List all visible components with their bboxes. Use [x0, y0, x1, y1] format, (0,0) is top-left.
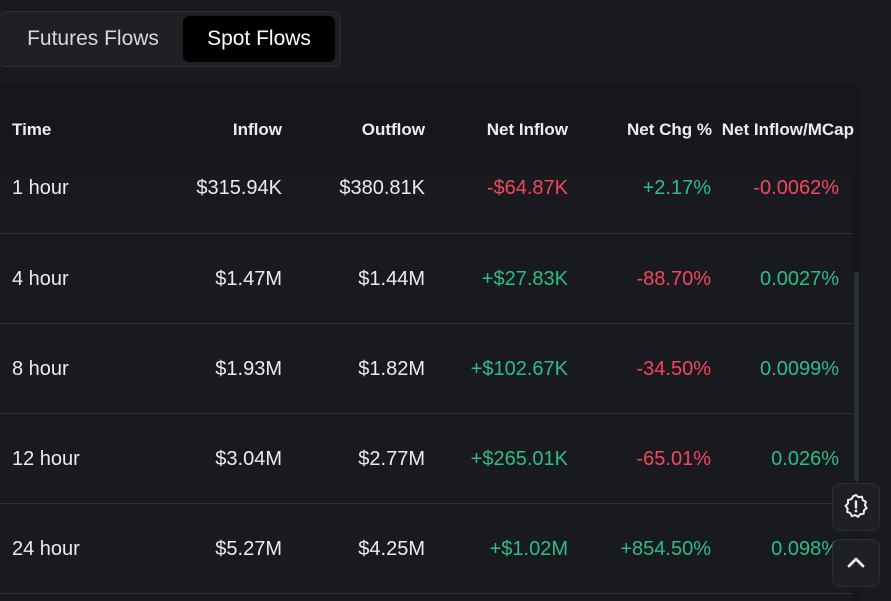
- cell-time: 24 hour: [12, 538, 80, 560]
- table-header: Time Inflow Outflow Net Inflow Net Chg %…: [0, 85, 860, 174]
- cell-time: 1 hour: [12, 177, 69, 199]
- cell-time: 8 hour: [12, 358, 69, 380]
- cell-outflow: $380.81K: [339, 177, 425, 199]
- header-time[interactable]: Time: [12, 120, 52, 139]
- table-row: 8 hour $1.93M $1.82M +$102.67K -34.50% 0…: [0, 324, 853, 414]
- cell-inflow: $5.27M: [215, 538, 282, 560]
- cell-net-inflow-mcap: 0.0099%: [760, 358, 839, 380]
- flow-type-toggle: Futures Flows Spot Flows: [0, 11, 341, 67]
- cell-time: 12 hour: [12, 448, 80, 470]
- cell-time: 4 hour: [12, 268, 69, 290]
- table-row: 12 hour $3.04M $2.77M +$265.01K -65.01% …: [0, 414, 853, 504]
- header-net-inflow-mcap[interactable]: Net Inflow/MCap: [721, 120, 854, 139]
- cell-net-chg: +2.17%: [642, 177, 711, 199]
- table-scroll-thumb[interactable]: [854, 272, 859, 482]
- cell-inflow: $1.47M: [215, 268, 282, 290]
- table-row: 4 hour $1.47M $1.44M +$27.83K -88.70% 0.…: [0, 234, 853, 324]
- scroll-to-top-button[interactable]: [832, 539, 880, 587]
- flows-table-body: 1 hour $315.94K $380.81K -$64.87K +2.17%…: [0, 174, 853, 594]
- cell-net-inflow: +$265.01K: [470, 448, 568, 470]
- header-inflow[interactable]: Inflow: [232, 120, 282, 139]
- cell-inflow: $315.94K: [196, 177, 282, 199]
- cell-outflow: $1.82M: [358, 358, 425, 380]
- cell-outflow: $2.77M: [358, 448, 425, 470]
- cell-net-inflow-mcap: 0.0027%: [760, 268, 839, 290]
- cell-net-chg: +854.50%: [620, 538, 711, 560]
- cell-outflow: $1.44M: [358, 268, 425, 290]
- cell-net-inflow-mcap: -0.0062%: [753, 177, 839, 199]
- tab-futures-flows[interactable]: Futures Flows: [27, 27, 159, 50]
- cell-inflow: $3.04M: [215, 448, 282, 470]
- cell-net-chg: -65.01%: [636, 448, 712, 470]
- cell-net-chg: -34.50%: [636, 358, 712, 380]
- chevron-up-icon: [847, 557, 865, 568]
- table-row: 1 hour $315.94K $380.81K -$64.87K +2.17%…: [0, 174, 853, 234]
- alert-button[interactable]: [832, 483, 880, 531]
- table-row: 24 hour $5.27M $4.25M +$1.02M +854.50% 0…: [0, 504, 853, 594]
- cell-net-inflow-mcap: 0.026%: [771, 448, 839, 470]
- tab-spot-flows[interactable]: Spot Flows: [183, 16, 335, 62]
- cell-net-chg: -88.70%: [636, 268, 712, 290]
- cell-outflow: $4.25M: [358, 538, 425, 560]
- cell-net-inflow-mcap: 0.098%: [771, 538, 839, 560]
- header-net-chg[interactable]: Net Chg %: [627, 120, 712, 139]
- header-net-inflow[interactable]: Net Inflow: [486, 120, 568, 139]
- alert-badge-icon: [844, 494, 868, 518]
- header-outflow[interactable]: Outflow: [361, 120, 425, 139]
- cell-net-inflow: +$102.67K: [470, 358, 568, 380]
- cell-inflow: $1.93M: [215, 358, 282, 380]
- cell-net-inflow: +$1.02M: [489, 538, 568, 560]
- cell-net-inflow: -$64.87K: [486, 177, 568, 199]
- cell-net-inflow: +$27.83K: [481, 268, 568, 290]
